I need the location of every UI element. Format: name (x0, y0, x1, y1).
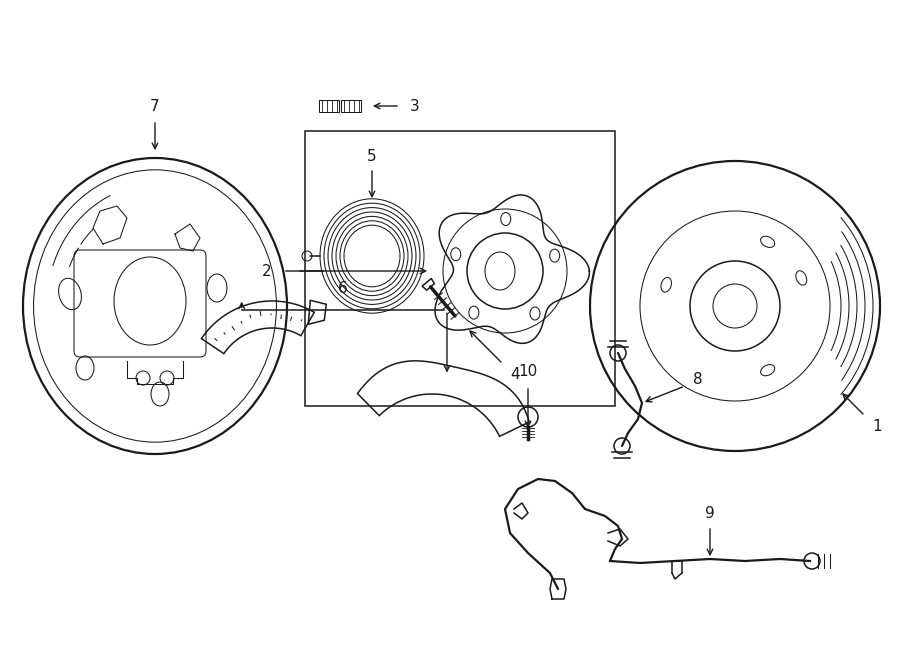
Bar (341, 100, 361, 112)
Text: 3: 3 (410, 98, 420, 114)
Text: 5: 5 (367, 149, 377, 163)
Text: 7: 7 (150, 98, 160, 114)
Text: 2: 2 (262, 264, 272, 278)
Text: 10: 10 (518, 364, 537, 379)
Bar (319, 100, 339, 112)
Text: 8: 8 (693, 371, 703, 387)
Text: 1: 1 (872, 418, 882, 434)
Text: 9: 9 (705, 506, 715, 520)
Bar (305, 131, 615, 406)
Text: 4: 4 (510, 366, 520, 381)
Text: 6: 6 (338, 281, 347, 296)
